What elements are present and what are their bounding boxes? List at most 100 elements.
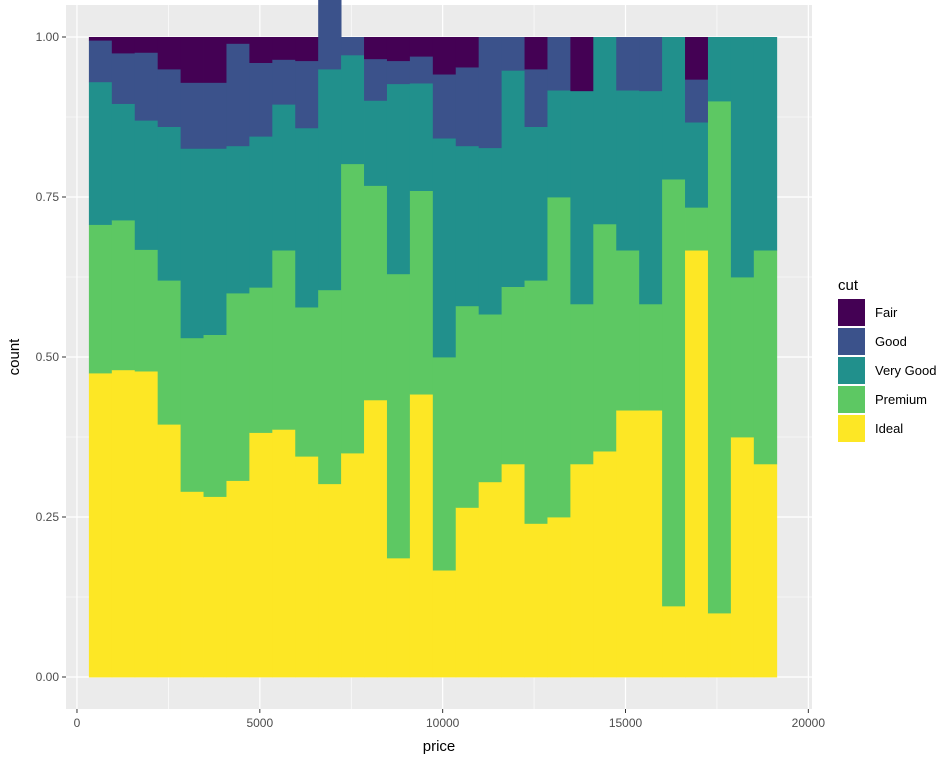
bar-segment-premium bbox=[134, 249, 159, 372]
bar-segment-very-good bbox=[753, 37, 778, 251]
bar-segment-premium bbox=[616, 250, 640, 411]
bar-segment-good bbox=[295, 60, 319, 129]
bar-segment-very-good bbox=[547, 90, 571, 198]
bar-segment-ideal bbox=[249, 432, 273, 678]
bar-segment-very-good bbox=[593, 37, 617, 225]
bar-segment-ideal bbox=[730, 437, 755, 678]
bar-segment-fair bbox=[203, 37, 227, 83]
bar-segment-ideal bbox=[662, 605, 686, 678]
bar-segment-very-good bbox=[730, 37, 755, 278]
bar-segment-ideal bbox=[88, 373, 113, 678]
bar-segment-very-good bbox=[111, 103, 136, 221]
bar-segment-very-good bbox=[662, 37, 686, 180]
bar-segment-ideal bbox=[364, 399, 388, 678]
bar-segment-good bbox=[616, 37, 640, 91]
bar-segment-premium bbox=[455, 305, 480, 508]
x-tick-label: 5000 bbox=[246, 716, 273, 730]
bar-segment-good bbox=[685, 79, 709, 123]
bar-segment-very-good bbox=[364, 100, 388, 186]
bar-segment-fair bbox=[134, 37, 159, 53]
bar-segment-ideal bbox=[157, 424, 182, 678]
bar-segment-fair bbox=[570, 37, 594, 92]
bar-segment-fair bbox=[249, 37, 273, 63]
legend-key-very-good bbox=[838, 357, 865, 384]
x-tick-label: 0 bbox=[74, 716, 81, 730]
bar-segment-premium bbox=[226, 293, 250, 481]
bars bbox=[88, 0, 778, 678]
bar-segment-ideal bbox=[134, 371, 159, 678]
bar-segment-fair bbox=[409, 37, 434, 57]
bar-segment-premium bbox=[547, 197, 571, 518]
y-tick-label: 1.00 bbox=[36, 30, 60, 44]
legend-key-good bbox=[838, 328, 865, 355]
bar-segment-good bbox=[524, 69, 548, 127]
bar-segment-premium bbox=[318, 289, 342, 485]
bar-segment-ideal bbox=[707, 613, 732, 678]
legend-key-fair bbox=[838, 299, 865, 326]
bar-segment-very-good bbox=[707, 37, 732, 102]
bar-segment-good bbox=[180, 82, 204, 149]
bar-segment-premium bbox=[364, 185, 388, 401]
bar-segment-good bbox=[455, 67, 480, 147]
bar-segment-premium bbox=[111, 220, 136, 371]
bar-segment-premium bbox=[662, 179, 686, 607]
bar-segment-very-good bbox=[409, 83, 434, 191]
bar-segment-very-good bbox=[295, 127, 319, 308]
bar-segment-fair bbox=[524, 37, 548, 70]
legend-title: cut bbox=[838, 277, 859, 294]
bar-segment-very-good bbox=[157, 126, 182, 281]
x-tick-label: 10000 bbox=[426, 716, 460, 730]
bar-segment-ideal bbox=[203, 496, 227, 678]
bar-segment-premium bbox=[409, 190, 434, 395]
bar-segment-very-good bbox=[226, 145, 250, 294]
bar-segment-very-good bbox=[685, 122, 709, 208]
bar-segment-fair bbox=[364, 37, 388, 60]
bar-segment-premium bbox=[203, 334, 227, 497]
bar-segment-premium bbox=[478, 314, 503, 483]
bar-segment-ideal bbox=[341, 453, 365, 678]
bar-segment-very-good bbox=[524, 126, 548, 281]
bar-segment-good bbox=[249, 62, 273, 137]
bar-segment-fair bbox=[180, 37, 204, 83]
bar-segment-very-good bbox=[432, 138, 457, 358]
bar-segment-fair bbox=[157, 37, 182, 70]
bar-segment-good bbox=[318, 0, 342, 70]
bar-segment-good bbox=[203, 82, 227, 149]
y-tick-label: 0.00 bbox=[36, 670, 60, 684]
bar-segment-good bbox=[272, 59, 296, 105]
bar-segment-ideal bbox=[501, 463, 525, 678]
bar-segment-good bbox=[639, 37, 663, 92]
bar-segment-premium bbox=[753, 250, 778, 465]
bar-segment-good bbox=[547, 37, 571, 91]
bar-segment-ideal bbox=[685, 250, 709, 678]
bar-segment-premium bbox=[295, 307, 319, 457]
legend-key-premium bbox=[838, 386, 865, 413]
bar-segment-premium bbox=[386, 273, 411, 559]
bar-segment-premium bbox=[272, 250, 296, 430]
bar-segment-premium bbox=[570, 303, 594, 465]
y-tick-label: 0.75 bbox=[36, 190, 60, 204]
bar-segment-very-good bbox=[341, 54, 365, 165]
bar-segment-good bbox=[88, 40, 113, 83]
bar-segment-ideal bbox=[111, 369, 136, 678]
bar-segment-premium bbox=[501, 286, 525, 465]
bar-segment-ideal bbox=[524, 523, 548, 678]
bar-segment-very-good bbox=[501, 70, 525, 287]
legend-label: Good bbox=[875, 334, 907, 349]
bar-segment-ideal bbox=[386, 557, 411, 678]
bar-segment-good bbox=[341, 37, 365, 56]
x-tick-label: 15000 bbox=[609, 716, 643, 730]
bar-segment-very-good bbox=[272, 104, 296, 251]
bar-segment-very-good bbox=[134, 120, 159, 250]
legend-key-ideal bbox=[838, 415, 865, 442]
x-axis-ticks: 0 5000 10000 15000 20000 bbox=[74, 709, 825, 730]
bar-segment-ideal bbox=[180, 491, 204, 678]
bar-segment-good bbox=[111, 53, 136, 104]
bar-segment-premium bbox=[157, 280, 182, 425]
bar-segment-premium bbox=[88, 224, 113, 374]
bar-segment-very-good bbox=[639, 90, 663, 305]
bar-segment-fair bbox=[88, 37, 113, 41]
bar-segment-very-good bbox=[455, 145, 480, 307]
bar-segment-premium bbox=[685, 207, 709, 251]
